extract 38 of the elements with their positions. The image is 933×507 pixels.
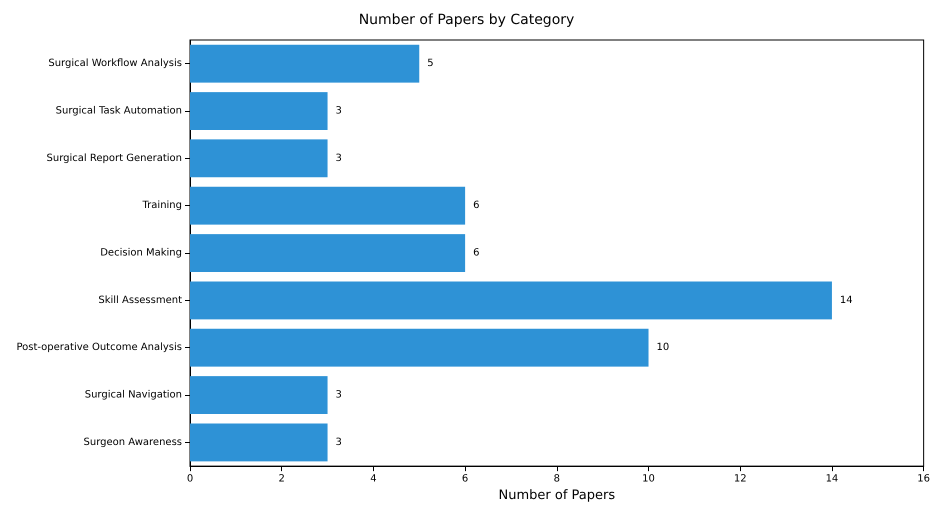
bar <box>190 376 328 414</box>
chart-title: Number of Papers by Category <box>358 12 574 28</box>
y-tick-label: Surgical Navigation <box>84 390 182 401</box>
x-tick-label: 6 <box>462 474 468 485</box>
x-tick-label: 2 <box>278 474 285 485</box>
data-label: 14 <box>840 294 853 306</box>
x-tick-label: 10 <box>642 474 655 485</box>
data-label: 3 <box>336 152 342 164</box>
bar <box>190 186 466 225</box>
bar <box>190 234 466 272</box>
bar <box>190 92 328 130</box>
bar <box>190 281 832 320</box>
data-label: 3 <box>336 436 342 448</box>
y-tick-label: Training <box>142 200 182 212</box>
bar <box>190 328 649 367</box>
x-tick-label: 12 <box>734 474 747 485</box>
y-tick-label: Surgical Report Generation <box>46 152 182 164</box>
y-tick-label: Surgical Task Automation <box>56 106 182 117</box>
x-tick-label: 8 <box>554 474 560 485</box>
x-tick-label: 14 <box>826 474 838 485</box>
bar <box>190 423 328 462</box>
x-tick-label: 4 <box>370 474 377 485</box>
y-tick-label: Skill Assessment <box>98 294 182 306</box>
data-label: 3 <box>336 390 342 401</box>
bar <box>190 139 328 178</box>
x-tick-label: 16 <box>917 474 930 485</box>
y-tick-label: Decision Making <box>100 248 182 259</box>
x-tick-label: 0 <box>186 474 194 485</box>
data-label: 6 <box>473 248 480 259</box>
data-label: 10 <box>656 342 670 354</box>
x-axis-title: Number of Papers <box>498 488 616 503</box>
y-tick-label: Post-operative Outcome Analysis <box>16 342 182 354</box>
y-tick-label: Surgeon Awareness <box>84 436 182 448</box>
data-label: 3 <box>336 106 342 117</box>
y-tick-label: Surgical Workflow Analysis <box>48 58 182 70</box>
data-label: 5 <box>427 58 434 70</box>
data-label: 6 <box>473 200 480 212</box>
bar <box>190 44 420 83</box>
